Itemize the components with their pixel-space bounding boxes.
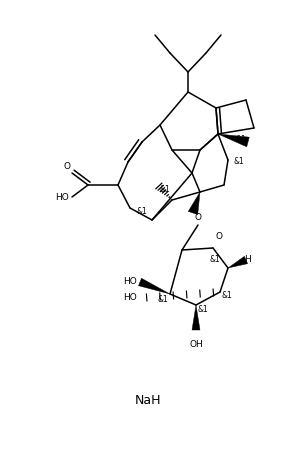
Text: &1: &1	[198, 304, 209, 314]
Text: O: O	[216, 232, 223, 241]
Text: O: O	[194, 213, 202, 223]
Polygon shape	[228, 256, 248, 268]
Text: &1: &1	[233, 158, 244, 166]
Text: &1: &1	[222, 292, 233, 301]
Text: &1: &1	[159, 186, 170, 195]
Text: HO: HO	[123, 277, 137, 287]
Polygon shape	[218, 134, 249, 147]
Polygon shape	[188, 192, 200, 215]
Polygon shape	[192, 305, 200, 330]
Text: &1: &1	[209, 255, 220, 265]
Text: O: O	[63, 162, 70, 171]
Polygon shape	[139, 278, 170, 294]
Text: &1: &1	[236, 134, 247, 143]
Text: HO: HO	[55, 192, 69, 202]
Text: NaH: NaH	[135, 393, 161, 406]
Text: &1: &1	[136, 207, 147, 217]
Text: OH: OH	[189, 340, 203, 349]
Text: H: H	[244, 255, 251, 265]
Text: HO: HO	[123, 293, 137, 303]
Text: &1: &1	[157, 294, 168, 303]
